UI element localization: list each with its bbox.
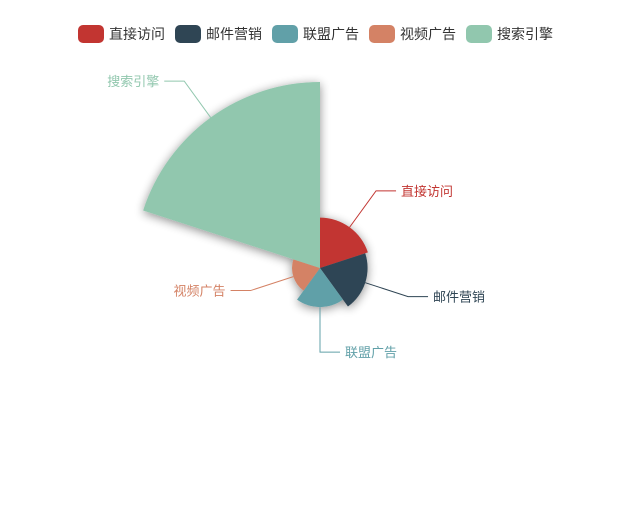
legend-swatch (369, 25, 395, 43)
legend-label: 直接访问 (109, 26, 165, 43)
leader-line (365, 282, 429, 298)
slice-label: 视频广告 (174, 285, 226, 300)
rose-slice[interactable] (320, 253, 368, 307)
legend-label: 搜索引擎 (497, 26, 553, 43)
legend-label: 联盟广告 (303, 27, 359, 43)
legend-item[interactable]: 视频广告 (369, 25, 456, 43)
rose-slice[interactable] (292, 259, 320, 291)
legend-swatch (175, 25, 201, 43)
slices (143, 82, 368, 308)
legend-item[interactable]: 搜索引擎 (466, 25, 553, 43)
rose-slice[interactable] (297, 268, 343, 308)
legend-swatch (466, 25, 492, 43)
slice-label: 搜索引擎 (107, 75, 159, 90)
legend-label: 邮件营销 (206, 27, 262, 43)
rose-slice[interactable] (143, 82, 320, 268)
legend-item[interactable]: 邮件营销 (175, 25, 262, 43)
legend-swatch (272, 25, 298, 43)
slice-label: 联盟广告 (345, 346, 397, 361)
leader-line (164, 80, 212, 118)
legend: 直接访问 邮件营销 联盟广告 视频广告 搜索引擎 (78, 25, 553, 43)
slice-label: 邮件营销 (433, 291, 485, 306)
slice-label: 直接访问 (401, 184, 453, 200)
legend-item[interactable]: 直接访问 (78, 25, 165, 43)
leader-line (349, 190, 397, 228)
legend-swatch (78, 25, 104, 43)
legend-item[interactable]: 联盟广告 (272, 25, 359, 43)
legend-label: 视频广告 (400, 27, 456, 43)
rose-slice[interactable] (320, 217, 368, 268)
leader-line (319, 307, 340, 353)
leader-line (230, 276, 294, 292)
